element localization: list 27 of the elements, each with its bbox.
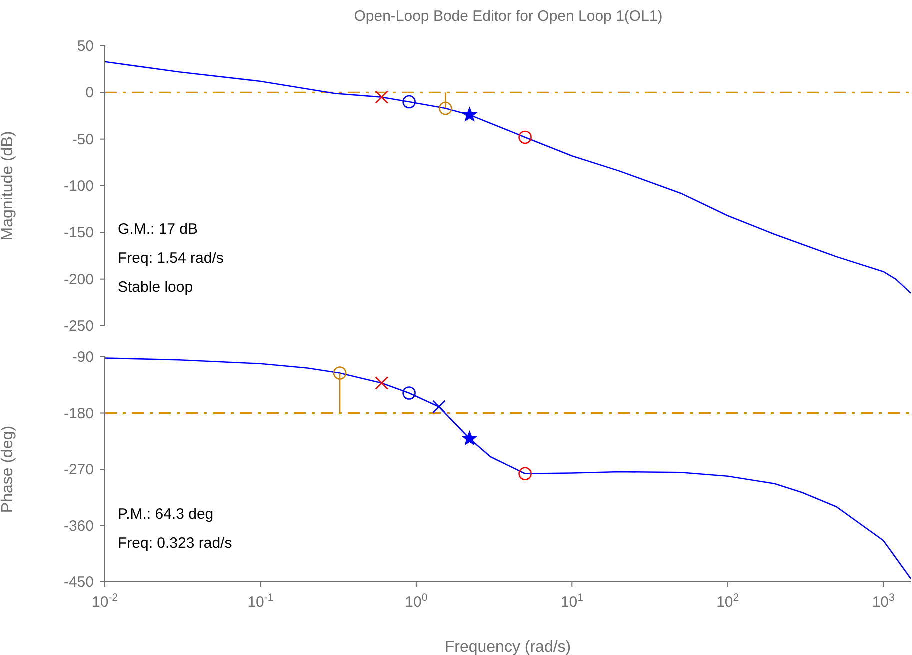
x-tick-label: 10$^{0}$ xyxy=(405,592,428,611)
x-tick-label: 10$^{-1}$ xyxy=(248,592,274,611)
chart-title: Open-Loop Bode Editor for Open Loop 1(OL1) xyxy=(353,8,664,25)
y-tick-label: -150 xyxy=(64,224,94,242)
y-tick-label: -50 xyxy=(72,131,94,148)
y-tick-label: -90 xyxy=(72,349,94,366)
annotation: Stable loop xyxy=(118,279,194,296)
y-tick-label: 0 xyxy=(86,84,94,102)
y-tick-label: 50 xyxy=(77,38,94,55)
y-axis-title: Magnitude (dB) xyxy=(0,131,17,241)
y-tick-label: -360 xyxy=(64,518,94,535)
y-tick-label: -250 xyxy=(64,318,94,335)
y-axis-title: Phase (deg) xyxy=(0,426,17,514)
y-tick-label: -450 xyxy=(64,574,94,591)
x-tick-label: 10$^{-2}$ xyxy=(92,592,118,611)
y-tick-label: -100 xyxy=(64,178,94,195)
x-tick-label: 10$^{3}$ xyxy=(872,592,895,611)
y-tick-label: -270 xyxy=(64,462,94,478)
annotation: P.M.: 64.3 deg xyxy=(118,506,214,523)
x-tick-label: 10$^{2}$ xyxy=(716,592,740,611)
annotation: Freq: 0.323 rad/s xyxy=(118,535,232,552)
annotation: Freq: 1.54 rad/s xyxy=(118,250,224,267)
annotation: G.M.: 17 dB xyxy=(118,221,198,238)
x-axis-title: Frequency (rad/s) xyxy=(444,639,572,655)
y-tick-label: -200 xyxy=(64,271,94,288)
x-tick-label: 10$^{1}$ xyxy=(560,592,584,611)
y-tick-label: -180 xyxy=(64,405,94,422)
